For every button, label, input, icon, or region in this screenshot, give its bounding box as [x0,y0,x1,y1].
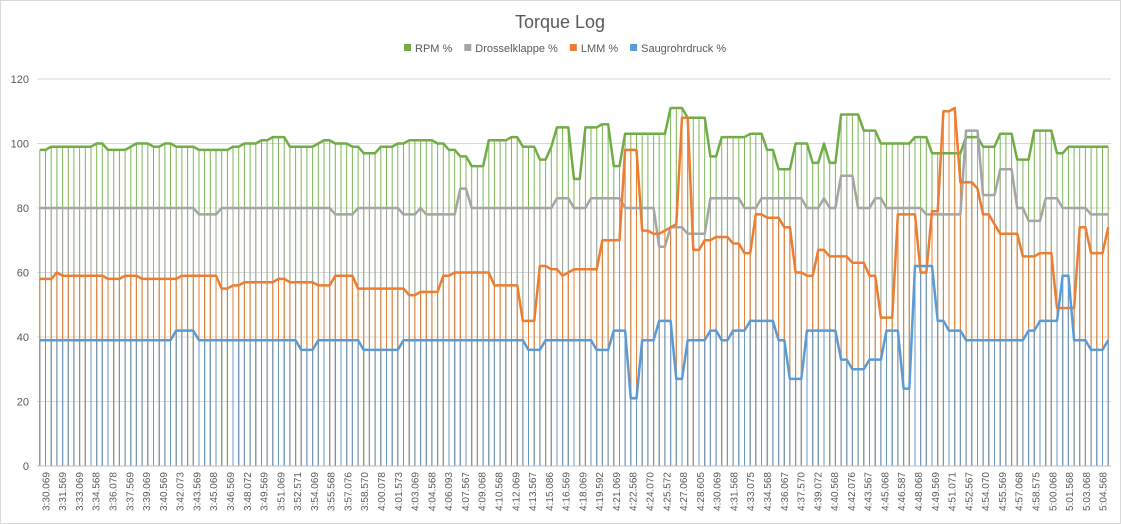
x-tick-label-21: 4:01.573 [394,472,405,511]
x-tick-label-43: 4:34.568 [763,472,774,511]
x-tick-label-58: 4:57.068 [1015,472,1026,511]
x-tick-label-38: 4:27.068 [679,472,690,511]
x-tick-label-31: 4:16.569 [562,472,573,511]
x-tick-label-0: 3:30.069 [41,472,52,511]
x-tick-label-12: 3:48.072 [243,472,254,511]
x-tick-label-3: 3:34.568 [92,472,103,511]
legend-label-0: RPM % [415,43,453,55]
x-tick-label-30: 4:15.086 [545,472,556,511]
series-line-3 [39,264,1110,400]
x-tick-label-44: 4:36.067 [780,472,791,511]
x-tick-label-37: 4:25.572 [662,472,673,511]
y-tick-label-100: 100 [11,139,29,151]
legend-label-2: LMM % [581,43,619,55]
series-line-0 [39,106,1109,181]
x-tick-label-41: 4:31.568 [729,472,740,511]
x-tick-label-17: 3:55.568 [327,472,338,511]
y-axis: 0 20 40 60 80 100 120 [11,74,29,473]
x-tick-label-11: 3:46.569 [226,472,237,511]
x-tick-label-4: 3:36.078 [109,472,120,511]
series-fills [39,108,1109,466]
x-tick-label-19: 3:58.570 [360,472,371,511]
x-tick-label-45: 4:37.570 [797,472,808,511]
x-tick-label-53: 4:49.569 [931,472,942,511]
x-tick-label-24: 4:06.093 [444,472,455,511]
x-tick-label-49: 4:43.567 [864,472,875,511]
legend-label-1: Drosselklappe % [475,43,558,55]
x-tick-label-26: 4:09.068 [478,472,489,511]
x-tick-label-1: 3:31.569 [58,472,69,511]
x-tick-label-22: 4:03.069 [411,472,422,511]
x-tick-label-8: 3:42.073 [176,472,187,511]
x-tick-label-59: 4:58.575 [1032,472,1043,511]
x-tick-label-14: 3:51.069 [276,472,287,511]
x-tick-label-33: 4:19.592 [595,472,606,511]
x-tick-label-35: 4:22.568 [629,472,640,511]
x-tick-label-54: 4:51.071 [948,472,959,511]
x-tick-label-60: 5:00.068 [1048,472,1059,511]
x-tick-label-9: 3:43.569 [192,472,203,511]
x-tick-label-23: 4:04.568 [427,472,438,511]
series-line-1 [39,129,1109,248]
x-tick-label-48: 4:42.076 [847,472,858,511]
x-tick-label-39: 4:28.605 [696,472,707,511]
x-tick-label-10: 3:45.068 [209,472,220,511]
legend-swatch-3 [630,44,638,51]
x-tick-label-51: 4:46.587 [897,472,908,511]
x-tick-label-6: 3:39.069 [142,472,153,511]
x-tick-label-52: 4:48.068 [914,472,925,511]
x-tick-label-36: 4:24.070 [646,472,657,511]
y-tick-label-0: 0 [23,461,29,473]
x-tick-label-13: 3:49.569 [260,472,271,511]
x-tick-label-27: 4:10.568 [495,472,506,511]
x-tick-label-61: 5:01.568 [1065,472,1076,511]
y-tick-label-40: 40 [17,332,29,344]
x-tick-label-7: 3:40.569 [159,472,170,511]
x-tick-label-15: 3:52.571 [293,472,304,511]
x-tick-label-42: 4:33.075 [746,472,757,511]
y-tick-label-80: 80 [17,203,29,215]
x-tick-label-18: 3:57.076 [344,472,355,511]
x-tick-label-40: 4:30.069 [713,472,724,511]
x-tick-label-28: 4:12.069 [511,472,522,511]
series-line-2 [39,106,1110,323]
series-droplines-3 [39,266,1109,466]
chart-title: Torque Log [515,12,605,32]
x-tick-label-5: 3:37.569 [125,472,136,511]
x-tick-label-56: 4:54.070 [981,472,992,511]
legend: RPM % Drosselklappe % LMM % Saugrohrdruck % [404,43,726,55]
x-tick-label-63: 5:04.568 [1099,472,1110,511]
x-tick-label-46: 4:39.072 [813,472,824,511]
x-tick-label-32: 4:18.069 [578,472,589,511]
x-tick-label-47: 4:40.568 [830,472,841,511]
y-tick-label-120: 120 [11,74,29,86]
y-tick-label-20: 20 [17,397,29,409]
x-tick-label-34: 4:21.069 [612,472,623,511]
x-tick-label-57: 4:55.569 [998,472,1009,511]
series-lines [39,106,1110,400]
legend-label-3: Saugrohrdruck % [641,43,726,55]
x-tick-label-29: 4:13.567 [528,472,539,511]
legend-swatch-2 [569,44,577,51]
x-axis: 3:30.069 3:31.569 3:33.069 3:34.568 3:36.078… [37,465,1111,511]
x-tick-label-20: 4:00.078 [377,472,388,511]
x-tick-label-2: 3:33.069 [75,472,86,511]
x-tick-label-62: 5:03.068 [1082,472,1093,511]
x-tick-label-55: 4:52.567 [964,472,975,511]
x-tick-label-16: 3:54.069 [310,472,321,511]
x-tick-label-50: 4:45.068 [881,472,892,511]
y-tick-label-60: 60 [17,268,29,280]
legend-swatch-1 [464,44,472,51]
legend-swatch-0 [404,44,411,51]
x-tick-label-25: 4:07.567 [461,472,472,511]
